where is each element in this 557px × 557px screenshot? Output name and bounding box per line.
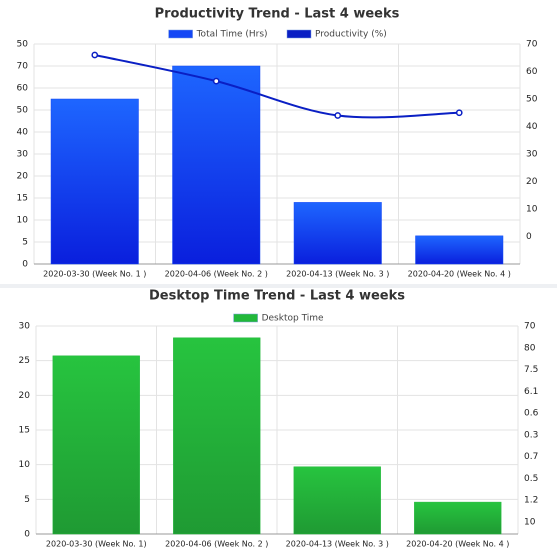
y2-tick-label: 40 xyxy=(526,122,538,132)
y-tick-label: 50 xyxy=(17,106,29,116)
bar xyxy=(414,501,502,535)
y2-tick-label: 10 xyxy=(524,518,536,528)
y2-tick-label: 60 xyxy=(526,67,538,77)
y2-tick-label: 1.2 xyxy=(524,496,538,506)
x-tick-label: 2020-03-30 (Week No. 1) xyxy=(46,540,147,549)
line-point xyxy=(334,112,342,119)
x-tick-label: 2020-04-20 (Week No. 4 ) xyxy=(408,270,511,279)
y2-tick-label: 70 xyxy=(526,40,538,50)
legend-swatch xyxy=(233,313,258,323)
y-tick-label: 50 xyxy=(17,40,29,50)
line-point xyxy=(455,109,463,117)
y2-tick-label: 30 xyxy=(526,150,538,160)
y-tick-label: 20 xyxy=(17,172,29,182)
y2-tick-label: 0.5 xyxy=(524,474,538,484)
x-tick-label: 2020-04-13 (Week No. 3 ) xyxy=(286,270,389,279)
y-tick-label: 10 xyxy=(19,460,31,470)
bar xyxy=(172,65,261,265)
y-tick-label: 25 xyxy=(19,356,30,366)
y2-tick-label: 10 xyxy=(526,205,538,215)
bar xyxy=(415,235,504,265)
y-tick-label: 0 xyxy=(24,530,30,540)
y-tick-label: 30 xyxy=(19,322,31,332)
x-tick-label: 2020-04-06 (Week No. 2 ) xyxy=(165,540,268,549)
y-tick-label: 30 xyxy=(17,150,29,160)
x-tick-label: 2020-04-20 (Week No. 4 ) xyxy=(406,540,509,549)
x-tick-label: 2020-03-30 (Week No. 1 ) xyxy=(43,270,146,279)
y-tick-label: 15 xyxy=(19,426,30,436)
x-tick-label: 2020-04-13 (Week No. 3 ) xyxy=(286,540,389,549)
chart-title: Desktop Time Trend - Last 4 weeks xyxy=(149,289,405,304)
legend-label: Desktop Time xyxy=(262,314,324,324)
legend-label: Productivity (%) xyxy=(315,30,387,40)
y-tick-label: 70 xyxy=(17,62,29,72)
chart-title: Productivity Trend - Last 4 weeks xyxy=(155,7,400,22)
bar xyxy=(50,98,139,265)
y2-tick-label: 50 xyxy=(526,95,538,105)
y2-tick-label: 7.5 xyxy=(524,365,538,375)
line-point xyxy=(212,77,220,85)
bar xyxy=(293,202,382,265)
legend-label: Total Time (Hrs) xyxy=(196,30,268,40)
y2-tick-label: 0.7 xyxy=(524,452,538,462)
bar xyxy=(293,466,381,535)
bar xyxy=(173,337,261,535)
y-tick-label: 5 xyxy=(24,495,30,505)
bar xyxy=(52,355,140,535)
y-tick-label: 20 xyxy=(19,391,31,401)
y-tick-label: 10 xyxy=(17,216,29,226)
y2-tick-label: 70 xyxy=(524,322,536,332)
y2-tick-label: 80 xyxy=(524,343,536,353)
y2-tick-label: 0 xyxy=(526,232,532,242)
y-tick-label: 15 xyxy=(17,194,28,204)
x-tick-label: 2020-04-06 (Week No. 2 ) xyxy=(165,270,268,279)
line xyxy=(94,54,460,119)
legend-swatch xyxy=(286,29,312,39)
y-tick-label: 40 xyxy=(17,128,29,138)
y-tick-label: 0 xyxy=(22,260,28,270)
y2-tick-label: 20 xyxy=(526,177,538,187)
y2-tick-label: 6.1 xyxy=(524,387,538,397)
y2-tick-label: 0.6 xyxy=(524,409,539,419)
y2-tick-label: 0.3 xyxy=(524,430,538,440)
legend-swatch xyxy=(168,29,193,39)
y-tick-label: 60 xyxy=(17,84,29,94)
y-tick-label: 5 xyxy=(22,238,28,248)
line-point xyxy=(91,51,99,59)
